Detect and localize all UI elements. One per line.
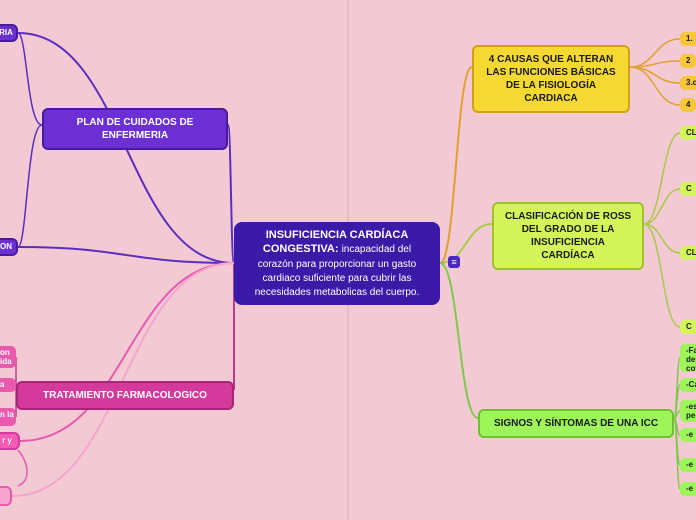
node-label: PLAN DE CUIDADOS DE ENFERMERIA [54,116,216,142]
node-on[interactable]: ON [0,238,18,256]
node-plan[interactable]: PLAN DE CUIDADOS DE ENFERMERIA [42,108,228,150]
node-label: 4 CAUSAS QUE ALTERAN LAS FUNCIONES BÁSIC… [484,53,618,105]
node-ry[interactable]: r y [0,432,20,450]
node-label: SIGNOS Y SÍNTOMAS DE UNA ICC [494,417,658,430]
child-tag[interactable]: C [680,182,696,196]
node-clasificacion[interactable]: CLASIFICACIÓN DE ROSS DEL GRADO DE LA IN… [492,202,644,270]
child-tag[interactable]: -e [680,458,696,472]
child-tag-left[interactable]: n la [0,408,16,426]
node-label: RIA [0,28,13,38]
node-center[interactable]: INSUFICIENCIA CARDÍACA CONGESTIVA: incap… [234,222,440,305]
child-tag[interactable]: 3.c [680,76,696,90]
node-ria[interactable]: RIA [0,24,18,42]
child-tag[interactable]: -e [680,428,696,442]
node-signos[interactable]: SIGNOS Y SÍNTOMAS DE UNA ICC [478,409,674,438]
child-tag[interactable]: -e [680,482,696,496]
child-tag[interactable]: -Fa dep cot [680,344,696,372]
child-tag-left[interactable]: a [0,378,16,392]
node-pink2[interactable] [0,486,12,506]
node-label: TRATAMIENTO FARMACOLOGICO [43,389,207,402]
child-tag[interactable]: C [680,320,696,334]
child-tag[interactable]: -Ca [680,378,696,392]
child-tag[interactable]: -es pes [680,400,696,422]
child-tag[interactable]: 4 [680,98,696,112]
node-tratamiento[interactable]: TRATAMIENTO FARMACOLOGICO [16,381,234,410]
child-tag[interactable]: 1. [680,32,696,46]
node-causas[interactable]: 4 CAUSAS QUE ALTERAN LAS FUNCIONES BÁSIC… [472,45,630,113]
node-label: ON [0,242,12,252]
child-tag[interactable]: CL [680,246,696,260]
node-label: CLASIFICACIÓN DE ROSS DEL GRADO DE LA IN… [504,210,632,262]
node-label: r y [2,436,12,446]
expand-icon[interactable]: ≡ [448,256,460,268]
child-tag-left[interactable]: on ida [0,346,16,368]
child-tag[interactable]: 2 [680,54,696,68]
child-tag[interactable]: CL [680,126,696,140]
